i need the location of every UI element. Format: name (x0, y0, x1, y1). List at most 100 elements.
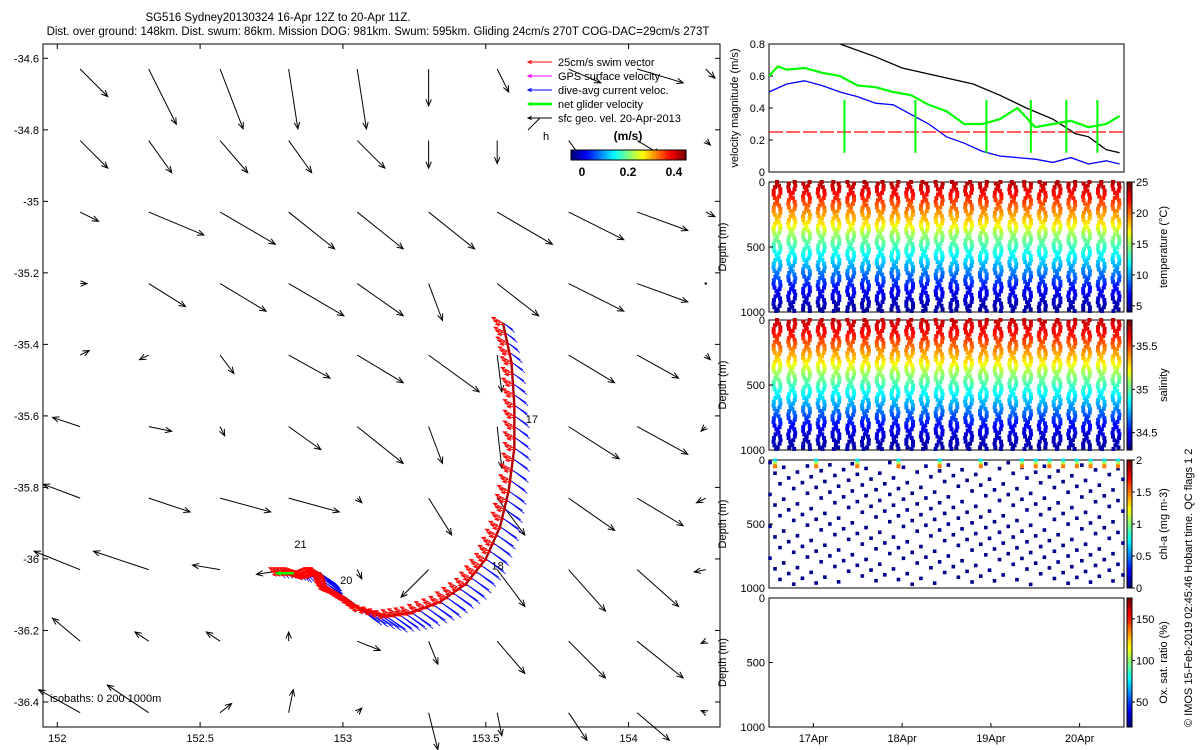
depth-dot (918, 207, 923, 212)
depth-dot (999, 281, 1004, 286)
day-label: 18 (491, 561, 503, 573)
depth-dot (877, 443, 882, 448)
swim-vector-head (495, 336, 501, 341)
dac-vector (512, 481, 528, 494)
depth-dot (859, 228, 864, 233)
dac-vector (449, 599, 468, 614)
depth-dot (1096, 243, 1101, 248)
depth-dot (1097, 430, 1102, 435)
depth-dot (845, 427, 850, 432)
depth-dot (925, 363, 930, 368)
depth-dot (1097, 239, 1102, 244)
depth-dot (984, 289, 989, 294)
dac-vector (489, 550, 508, 564)
depth-dot (919, 239, 924, 244)
depth-dot (1099, 410, 1104, 415)
depth-dot (874, 221, 879, 226)
depth-dot (965, 423, 970, 428)
depth-dot (800, 576, 805, 581)
depth-dot (1042, 181, 1047, 186)
depth-dot (801, 290, 806, 295)
geo-vector-head (355, 496, 363, 504)
depth-dot (1087, 406, 1092, 411)
depth-dot (1028, 185, 1033, 190)
dac-vector (506, 499, 523, 511)
depth-dot (1112, 263, 1117, 268)
depth-dot (953, 417, 958, 422)
depth-dot (983, 361, 988, 366)
depth-dot (1061, 570, 1065, 575)
depth-dot (994, 434, 999, 439)
depth-dot (994, 296, 999, 301)
geo-vector-shaft (356, 283, 404, 317)
legend-label: dive-avg current veloc. (558, 85, 669, 97)
depth-dot (1058, 210, 1063, 215)
depth-dot (819, 528, 823, 532)
geo-vector-shaft (107, 684, 149, 714)
depth-dot (995, 294, 1000, 299)
depth-dot (939, 441, 944, 446)
depth-dot (970, 279, 975, 284)
depth-dot (1014, 301, 1019, 306)
day-label: 17 (526, 414, 538, 426)
depth-dot (999, 285, 1004, 290)
depth-dot (940, 392, 945, 397)
depth-dot (1007, 223, 1012, 228)
depth-dot (1072, 243, 1077, 248)
depth-dot (846, 341, 851, 346)
depth-colorbar-cell (1127, 427, 1132, 431)
depth-dot (911, 228, 916, 233)
dac-vector (516, 396, 529, 407)
depth-dot (881, 321, 886, 326)
depth-dot (949, 427, 954, 432)
depth-dot (1083, 381, 1088, 386)
depth-dot (802, 263, 807, 268)
depth-dot (818, 276, 823, 281)
depth-dot (786, 201, 791, 206)
geo-vector-shaft (496, 640, 526, 674)
swim-vector-head (503, 391, 509, 396)
depth-dot (895, 370, 900, 375)
depth-dot (1023, 296, 1028, 301)
depth-dot (934, 394, 939, 399)
depth-dot (1101, 350, 1106, 355)
depth-dot (1011, 355, 1016, 360)
depth-dot (955, 385, 960, 390)
depth-dot (862, 354, 867, 359)
colorbar-cell (573, 150, 577, 160)
depth-dot (892, 188, 897, 193)
depth-colorbar-cell (1127, 424, 1132, 428)
depth-dot (864, 355, 869, 360)
depth-dot (1013, 192, 1018, 197)
geo-vector-field (32, 68, 717, 750)
depth-colorbar-cell (1127, 378, 1132, 383)
depth-dot (878, 287, 883, 292)
depth-dot (1087, 285, 1092, 290)
depth-dot (940, 376, 945, 381)
depth-dot (1117, 416, 1122, 421)
depth-dot (801, 250, 806, 255)
depth-dot (979, 287, 984, 292)
geo-vector-head (32, 550, 42, 557)
depth-dot (1042, 555, 1047, 560)
depth-dot (1022, 239, 1027, 244)
depth-dot (1052, 549, 1057, 554)
depth-dot (1097, 321, 1102, 326)
depth-colorbar-cell (1127, 440, 1132, 444)
depth-dot (1012, 232, 1017, 237)
depth-dot (814, 517, 818, 522)
depth-dot (999, 265, 1004, 270)
geo-vector (636, 569, 680, 608)
depth-dot (1096, 260, 1101, 265)
depth-dot (1087, 423, 1092, 428)
depth-dot (851, 303, 856, 308)
geo-vector-head (671, 372, 680, 379)
depth-dot (978, 294, 983, 299)
depth-dot (1058, 328, 1063, 333)
depth-dot (1009, 267, 1014, 272)
depth-dot (777, 441, 782, 446)
depth-dot (905, 381, 910, 386)
depth-dot (821, 196, 826, 201)
depth-dot (805, 555, 810, 559)
depth-dot (1036, 387, 1041, 392)
